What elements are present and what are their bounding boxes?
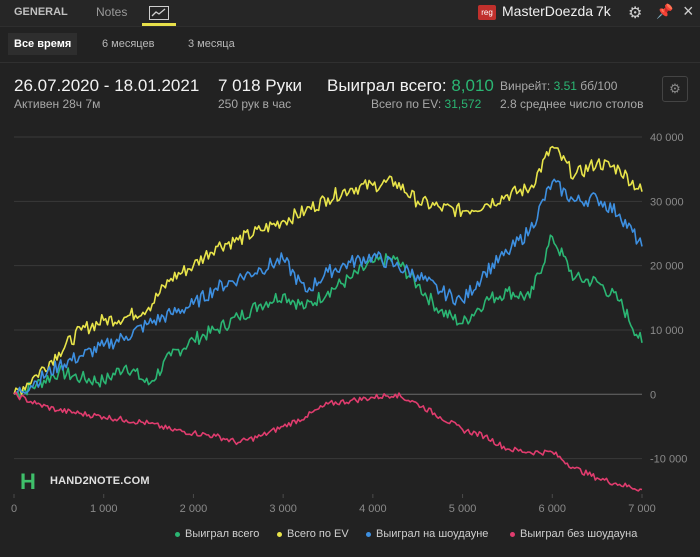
legend-label-ev: Всего по EV: [287, 528, 349, 540]
legend-ev: Всего по EV: [277, 528, 349, 540]
legend-label-showdown: Выиграл на шоудауне: [376, 528, 489, 540]
y-tick-label: 40 000: [650, 132, 684, 144]
hands-total: 7 018 Руки: [218, 76, 303, 95]
x-tick-label: 3 000: [269, 503, 297, 515]
chart-settings-button[interactable]: ⚙: [662, 76, 688, 102]
period-6-months[interactable]: 6 месяцев: [102, 38, 155, 50]
tab-notes[interactable]: Notes: [96, 5, 128, 19]
won-total-label: Выиграл всего:: [327, 76, 447, 95]
legend-showdown: Выиграл на шоудауне: [366, 528, 488, 540]
series-line: [13, 234, 643, 399]
x-tick-label: 6 000: [539, 503, 567, 515]
x-tick-label: 4 000: [359, 503, 387, 515]
legend-dot: [277, 531, 282, 537]
legend-dot: [366, 531, 371, 537]
x-tick-label: 2 000: [180, 503, 208, 515]
legend-non-showdown: Выиграл без шоудауна: [510, 528, 637, 540]
pin-icon[interactable]: 📌: [656, 3, 674, 19]
player-name: MasterDoezda: [502, 3, 594, 19]
chart-lines: [13, 145, 643, 492]
hands-per-hour: 250 рук в час: [218, 97, 292, 111]
hand2note-logo-mark: H: [20, 469, 36, 494]
y-tick-label: 0: [650, 389, 656, 401]
legend-label-non-showdown: Выиграл без шоудауна: [520, 528, 638, 540]
y-tick-label: 10 000: [650, 325, 684, 337]
y-tick-label: 20 000: [650, 261, 684, 273]
top-bar: GENERAL Notes reg MasterDoezda 7k ⚙ 📌 ×: [0, 0, 700, 27]
date-range: 26.07.2020 - 18.01.2021: [14, 76, 200, 95]
won-total: Выиграл всего: 8,010: [327, 76, 494, 96]
tab-general[interactable]: GENERAL: [14, 6, 68, 18]
tab-graph[interactable]: [142, 0, 176, 26]
ev-label: Всего по EV:: [371, 97, 442, 111]
legend-label-won: Выиграл всего: [185, 528, 260, 540]
gear-icon[interactable]: ⚙: [628, 5, 643, 22]
ev-total: Всего по EV: 31,572: [371, 97, 481, 111]
x-tick-label: 5 000: [449, 503, 477, 515]
settings-icon: ⚙: [669, 81, 681, 96]
series-line: [13, 178, 643, 395]
active-time: Активен 28ч 7м: [14, 97, 101, 111]
legend-won: Выиграл всего: [175, 528, 259, 540]
series-line: [13, 145, 643, 396]
x-tick-label: 7 000: [628, 503, 656, 515]
y-tick-label: -10 000: [650, 454, 687, 466]
series-line: [13, 391, 643, 492]
x-tick-label: 0: [11, 503, 17, 515]
winrate-unit: бб/100: [580, 79, 618, 93]
chart-labels: 40 000 30 000 20 000 10 000 0 -10 000 0 1 000 2 …: [11, 132, 687, 515]
period-all-time[interactable]: Все время: [8, 33, 78, 55]
logo-text: HAND2NOTE.COM: [50, 475, 150, 487]
x-tick-label: 1 000: [90, 503, 118, 515]
legend-dot: [175, 531, 180, 537]
winrate: Винрейт: 3.51 бб/100: [500, 79, 617, 93]
legend-dot: [510, 531, 515, 537]
winrate-label: Винрейт:: [500, 79, 551, 93]
winrate-value: 3.51: [553, 79, 577, 93]
won-total-value: 8,010: [451, 76, 494, 95]
close-icon[interactable]: ×: [683, 1, 694, 21]
divider: [0, 62, 700, 63]
avg-tables: 2.8 среднее число столов: [500, 97, 644, 111]
hands-count-short: 7k: [596, 3, 611, 19]
period-3-months[interactable]: 3 месяца: [188, 38, 235, 50]
ev-value: 31,572: [444, 97, 482, 111]
line-chart-icon: [149, 4, 169, 28]
y-tick-label: 30 000: [650, 196, 684, 208]
chart-grid: [13, 136, 643, 498]
reg-badge: reg: [478, 5, 496, 20]
active-tab-indicator: [142, 23, 176, 26]
